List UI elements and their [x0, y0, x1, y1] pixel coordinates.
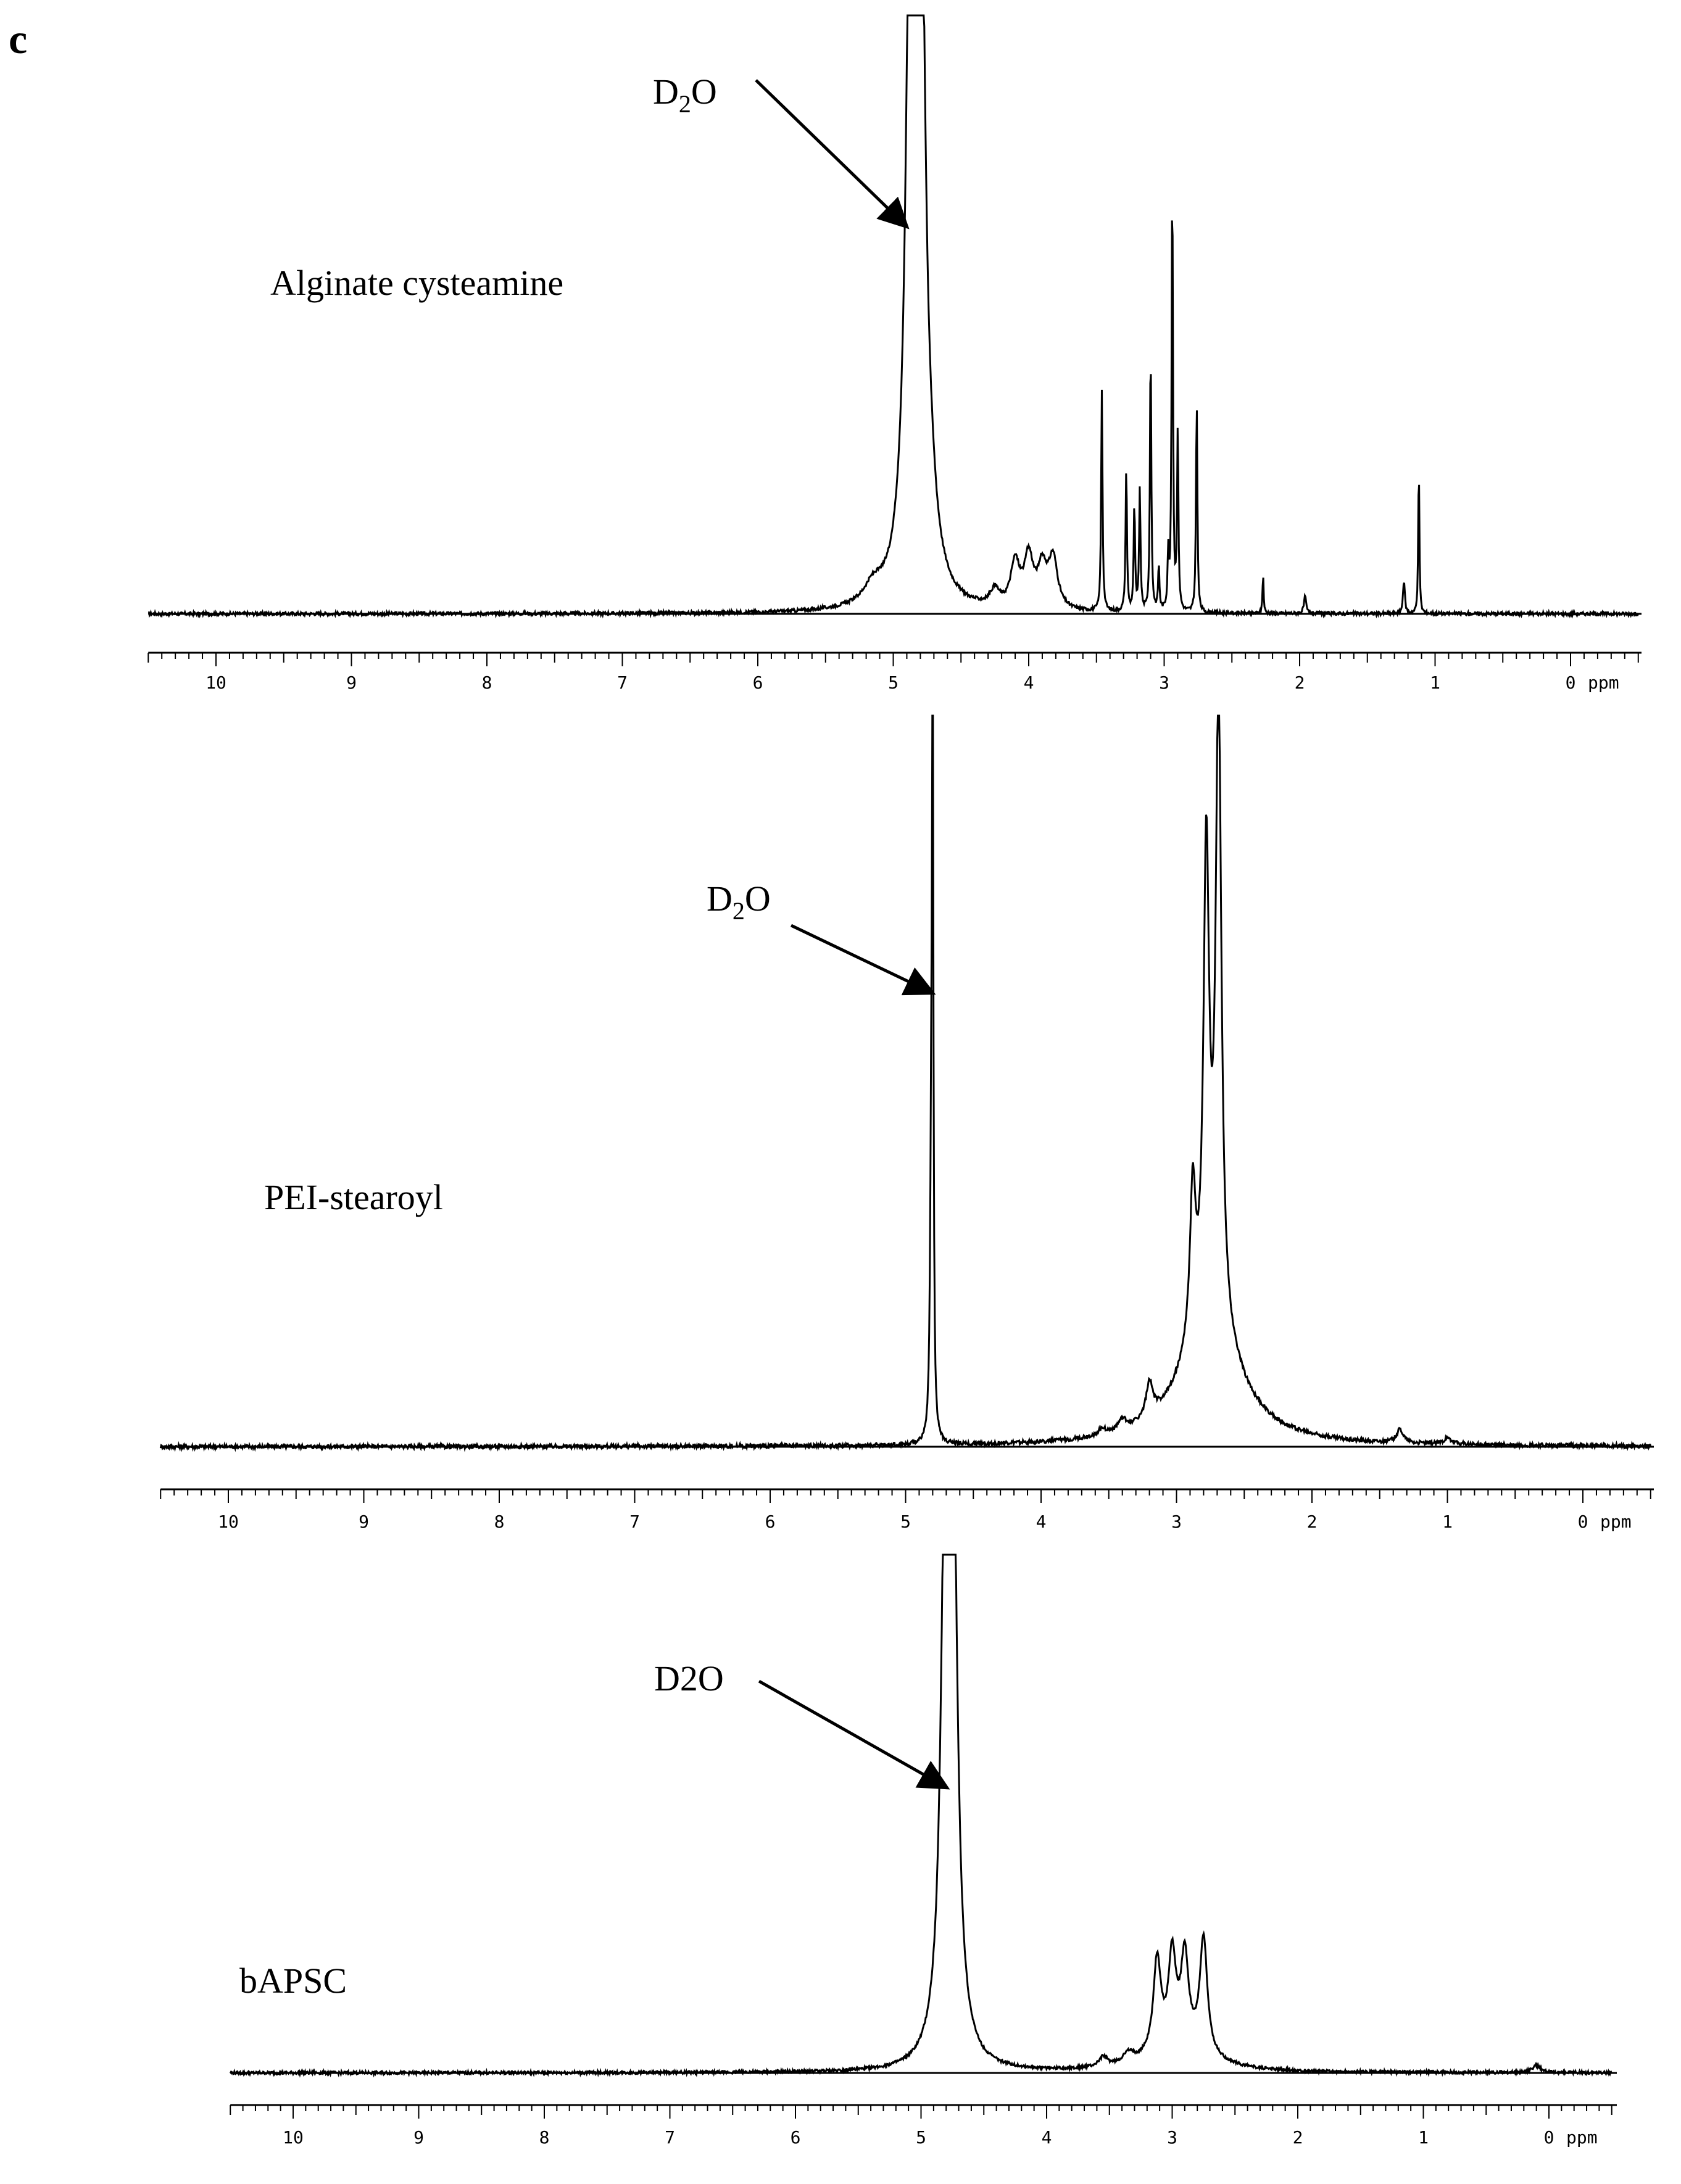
- x-tick-label: 2: [1307, 1512, 1318, 1532]
- x-tick-label: 3: [1171, 1512, 1182, 1532]
- x-tick-label: 3: [1167, 2127, 1177, 2148]
- x-tick-label: 7: [629, 1512, 640, 1532]
- solvent-annotation: D2O: [653, 72, 717, 118]
- x-tick-label: 7: [665, 2127, 675, 2148]
- x-tick-label: 9: [413, 2127, 424, 2148]
- spectrum-trace: [147, 14, 1640, 619]
- annotation-arrow: [790, 924, 936, 996]
- x-tick-label: 2: [1293, 2127, 1303, 2148]
- x-tick-label: 9: [359, 1512, 369, 1532]
- x-tick-label: 10: [205, 672, 226, 693]
- x-tick-label: 10: [218, 1512, 239, 1532]
- x-tick-label: 4: [1024, 672, 1034, 693]
- x-tick-label: 10: [283, 2127, 304, 2148]
- spectrum-trace: [159, 714, 1652, 1452]
- x-tick-label: 9: [346, 672, 357, 693]
- x-tick-label: 4: [1042, 2127, 1052, 2148]
- annotation-arrow: [755, 79, 910, 230]
- x-tick-label: 1: [1442, 1512, 1453, 1532]
- x-tick-label: 1: [1430, 672, 1440, 693]
- x-tick-label: 8: [482, 672, 492, 693]
- spectrum-trace: [229, 1553, 1613, 2078]
- x-tick-label: 8: [494, 1512, 505, 1532]
- solvent-annotation: D2O: [654, 1658, 724, 1698]
- x-unit-label: ppm: [1588, 672, 1619, 693]
- annotation-arrow: [758, 1679, 950, 1790]
- solvent-annotation: D2O: [707, 879, 771, 925]
- x-tick-label: 6: [765, 1512, 776, 1532]
- x-tick-label: 5: [888, 672, 899, 693]
- x-tick-label: 5: [900, 1512, 911, 1532]
- x-tick-label: 8: [539, 2127, 550, 2148]
- x-tick-label: 6: [753, 672, 763, 693]
- x-tick-label: 0: [1566, 672, 1576, 693]
- x-tick-label: 3: [1159, 672, 1169, 693]
- x-tick-label: 0: [1578, 1512, 1588, 1532]
- x-unit-label: ppm: [1600, 1512, 1632, 1532]
- panel-label: c: [9, 15, 27, 62]
- sample-label: PEI-stearoyl: [264, 1177, 443, 1217]
- x-tick-label: 6: [791, 2127, 801, 2148]
- sample-label: Alginate cysteamine: [270, 263, 563, 303]
- x-tick-label: 7: [617, 672, 628, 693]
- x-tick-label: 4: [1036, 1512, 1047, 1532]
- sample-label: bAPSC: [239, 1961, 347, 2001]
- x-tick-label: 0: [1544, 2127, 1554, 2148]
- x-unit-label: ppm: [1566, 2127, 1598, 2148]
- x-tick-label: 1: [1418, 2127, 1429, 2148]
- x-tick-label: 5: [916, 2127, 926, 2148]
- x-tick-label: 2: [1295, 672, 1305, 693]
